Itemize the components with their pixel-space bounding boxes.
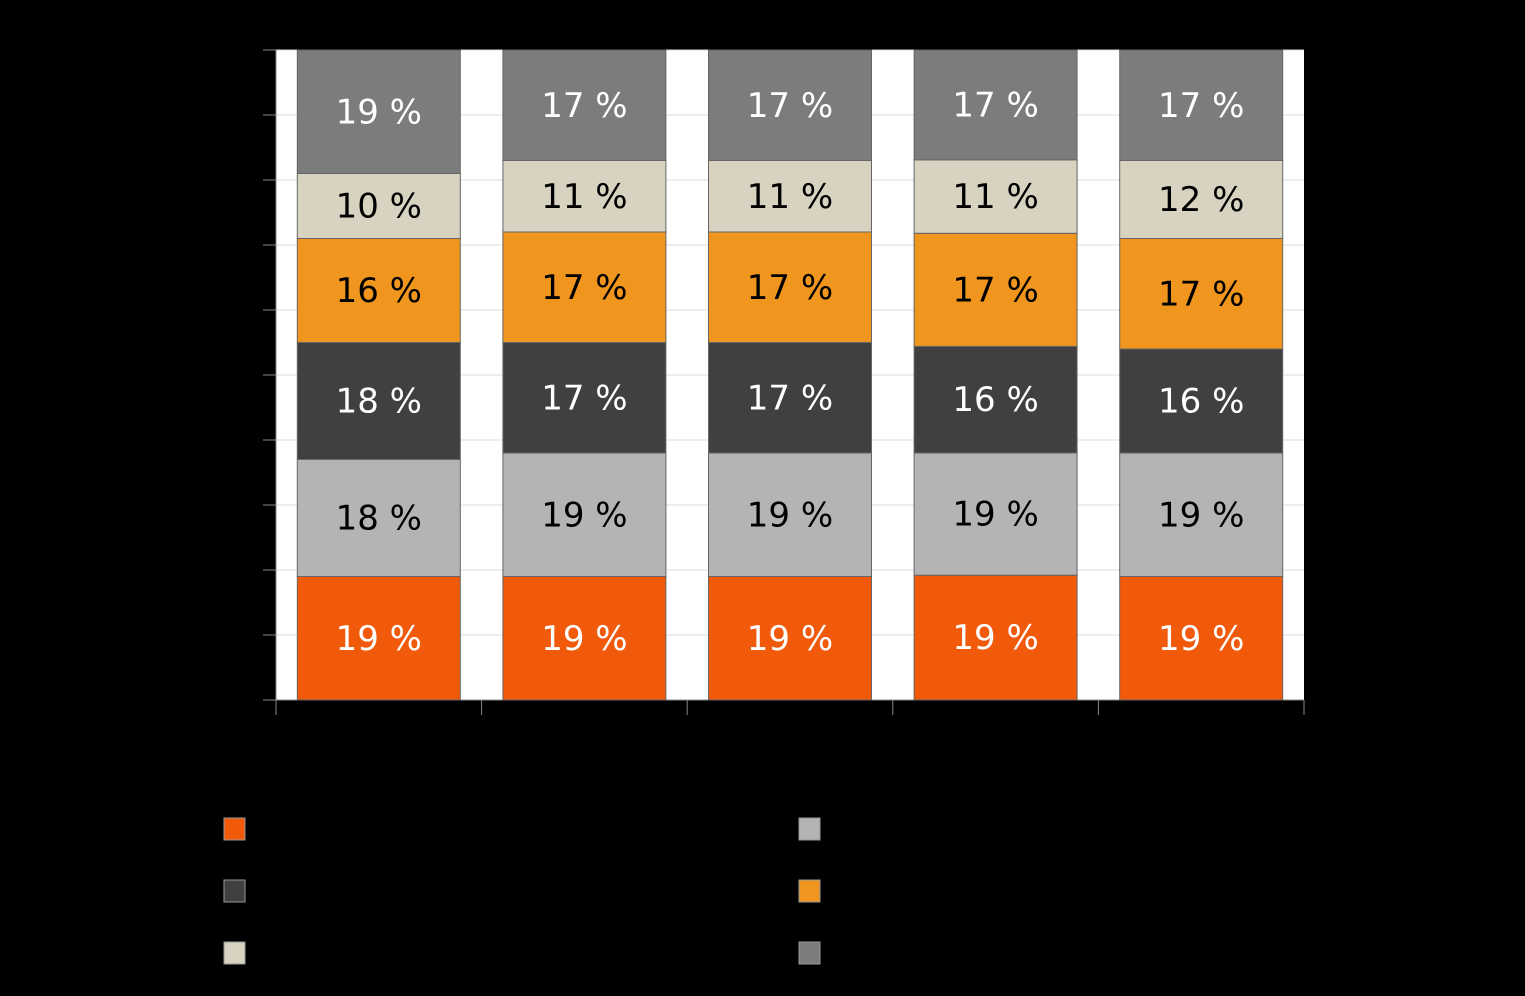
bar-segment — [708, 49, 872, 161]
data-label: 19 % — [541, 619, 627, 659]
bar-segment — [502, 160, 667, 233]
bar-segment — [296, 49, 461, 174]
bar-segment — [502, 342, 667, 454]
bar-segment — [502, 576, 667, 701]
bar-segment — [502, 49, 667, 161]
bar-segment — [296, 459, 461, 577]
bar-segment — [913, 159, 1078, 234]
bar-segment — [296, 173, 461, 239]
bar-segment — [1119, 238, 1284, 350]
data-label: 17 % — [1158, 274, 1244, 314]
bar-segment — [913, 574, 1078, 701]
bar-segment — [502, 231, 667, 343]
bar-segment — [296, 342, 461, 460]
data-label: 19 % — [747, 619, 833, 659]
data-label: 18 % — [336, 499, 422, 539]
data-label: 16 % — [336, 271, 422, 311]
bar-segment — [913, 232, 1078, 347]
data-label: 12 % — [1158, 180, 1244, 220]
bar-segment — [296, 576, 461, 701]
legend-swatch — [798, 879, 821, 903]
legend-swatch — [798, 817, 821, 841]
data-label: 17 % — [541, 268, 627, 308]
legend-swatch — [798, 941, 821, 965]
bar-segment — [708, 342, 872, 454]
data-label: 19 % — [1158, 495, 1244, 535]
data-label: 11 % — [952, 177, 1038, 217]
data-label: 19 % — [1158, 619, 1244, 659]
bar-segment — [1119, 49, 1284, 161]
bar-segment — [502, 452, 667, 577]
bar-segment — [1119, 160, 1284, 239]
data-label: 10 % — [336, 187, 422, 227]
legend-swatch — [223, 879, 246, 903]
data-label: 17 % — [747, 86, 833, 126]
bar-segment — [296, 238, 461, 343]
data-label: 17 % — [747, 268, 833, 308]
data-label: 18 % — [336, 382, 422, 422]
bar-segment — [1119, 452, 1284, 577]
data-label: 17 % — [952, 270, 1038, 310]
data-label: 17 % — [541, 86, 627, 126]
data-label: 19 % — [952, 495, 1038, 535]
data-label: 11 % — [747, 177, 833, 217]
data-label: 17 % — [1158, 86, 1244, 126]
legend-swatch — [223, 941, 246, 965]
legend-swatch — [223, 817, 246, 841]
bar-segment — [708, 576, 872, 701]
bar-segment — [708, 160, 872, 233]
data-label: 17 % — [747, 378, 833, 418]
bar-segment — [708, 231, 872, 343]
data-label: 16 % — [952, 380, 1038, 420]
data-label: 17 % — [541, 378, 627, 418]
bar-segment — [708, 452, 872, 577]
data-label: 16 % — [1158, 382, 1244, 422]
data-label: 11 % — [541, 177, 627, 217]
bar-segment — [913, 49, 1078, 161]
data-label: 19 % — [747, 495, 833, 535]
data-label: 19 % — [541, 495, 627, 535]
data-label: 19 % — [952, 618, 1038, 658]
data-label: 19 % — [336, 92, 422, 132]
bar-segment — [1119, 348, 1284, 454]
data-label: 17 % — [952, 85, 1038, 125]
data-label: 19 % — [336, 619, 422, 659]
